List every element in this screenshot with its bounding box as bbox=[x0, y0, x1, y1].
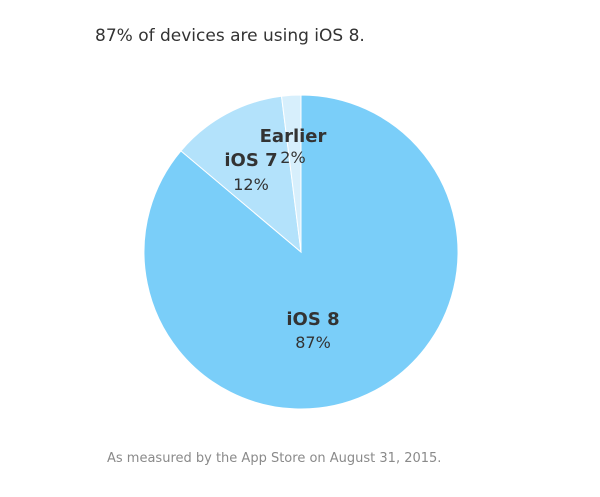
pie-slice-ios7 bbox=[180, 95, 302, 254]
footnote: As measured by the App Store on August 3… bbox=[107, 451, 442, 466]
chart-title: 87% of devices are using iOS 8. bbox=[95, 26, 365, 46]
slice-label-ios7-name: iOS 7 bbox=[224, 150, 277, 171]
pie-slice-earlier bbox=[280, 94, 302, 253]
slice-label-earlier-name: Earlier bbox=[260, 126, 327, 147]
slice-label-ios7-value: 12% bbox=[233, 175, 269, 194]
slice-label-ios8-name: iOS 8 bbox=[286, 309, 339, 330]
slice-label-ios8-value: 87% bbox=[295, 333, 331, 352]
slice-label-earlier-value: 2% bbox=[280, 148, 305, 167]
